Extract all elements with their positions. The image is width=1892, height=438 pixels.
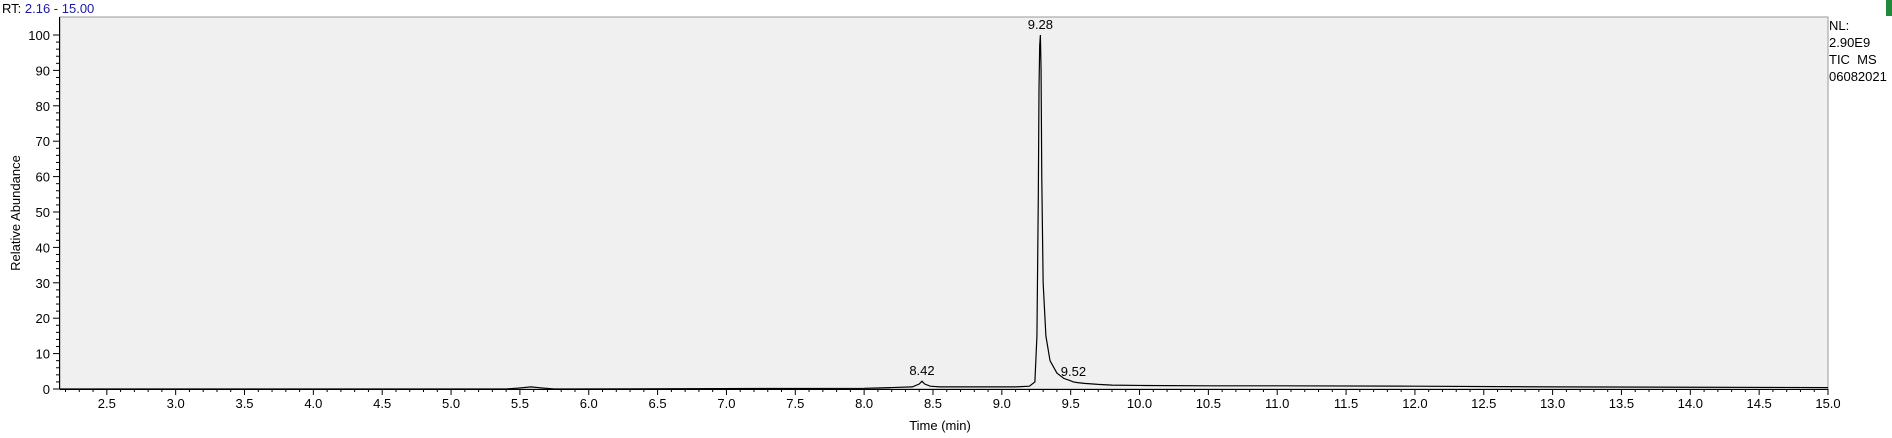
x-tick-label: 5.0: [442, 396, 460, 411]
file-name: 06082021: [1829, 69, 1887, 84]
x-tick-label: 14.0: [1678, 396, 1703, 411]
plot-area: [59, 16, 1829, 390]
y-tick-label: 0: [43, 382, 50, 397]
info-panel: NL: 2.90E9 TIC MS 06082021: [1829, 17, 1887, 85]
scan-filter: TIC MS: [1829, 52, 1877, 67]
x-tick-label: 10.0: [1127, 396, 1152, 411]
x-tick-label: 5.5: [511, 396, 529, 411]
x-tick-label: 8.5: [924, 396, 942, 411]
y-tick-label: 80: [36, 99, 50, 114]
x-tick-label: 14.5: [1746, 396, 1771, 411]
x-axis-ticks: 2.5 3.0 3.5 4.0 4.5 5.0 5.5 6.0 6.5 7.0 7.5 8.0 8.5 9…: [65, 389, 1841, 411]
y-tick-label: 40: [36, 240, 50, 255]
peak-labels: 8.42 9.28 9.52: [909, 17, 1086, 379]
y-tick-label: 10: [36, 347, 50, 362]
y-tick-label: 90: [36, 63, 50, 78]
rt-label: RT:: [2, 1, 22, 16]
x-tick-label: 7.0: [717, 396, 735, 411]
y-axis-label: Relative Abundance: [8, 155, 23, 271]
x-tick-label: 4.0: [304, 396, 322, 411]
y-tick-label: 20: [36, 311, 50, 326]
rt-range-value: 2.16 - 15.00: [24, 1, 95, 16]
peak-label: 9.52: [1061, 364, 1086, 379]
x-tick-label: 2.5: [98, 396, 116, 411]
x-tick-label: 10.5: [1196, 396, 1221, 411]
y-tick-label: 60: [36, 170, 50, 185]
x-tick-label: 6.5: [649, 396, 667, 411]
y-tick-label: 50: [36, 205, 50, 220]
x-tick-label: 11.5: [1334, 396, 1358, 411]
y-tick-label: 100: [28, 28, 50, 43]
x-tick-label: 12.5: [1471, 396, 1496, 411]
x-tick-label: 9.0: [993, 396, 1011, 411]
x-tick-label: 15.0: [1815, 396, 1840, 411]
corner-marker: [1886, 0, 1892, 16]
x-tick-label: 3.5: [235, 396, 253, 411]
x-tick-label: 13.5: [1609, 396, 1634, 411]
x-tick-label: 4.5: [373, 396, 391, 411]
x-tick-label: 7.5: [786, 396, 804, 411]
peak-label: 9.28: [1028, 17, 1053, 32]
x-tick-label: 8.0: [855, 396, 873, 411]
y-tick-label: 30: [36, 276, 50, 291]
nl-label: NL:: [1829, 18, 1850, 33]
y-axis-ticks: 0 10 20 30 40 50 60 70 80 90 100: [28, 28, 60, 397]
x-axis-label: Time (min): [909, 418, 971, 433]
y-tick-label: 70: [36, 134, 50, 149]
peak-label: 8.42: [909, 363, 934, 378]
tic-trace-line: [60, 34, 1829, 390]
x-tick-label: 11.0: [1265, 396, 1289, 411]
nl-value: 2.90E9: [1829, 35, 1871, 50]
rt-range-header: RT: 2.16 - 15.00: [2, 1, 94, 16]
x-tick-label: 13.0: [1540, 396, 1565, 411]
x-tick-label: 3.0: [167, 396, 185, 411]
x-tick-label: 9.5: [1062, 396, 1080, 411]
x-tick-label: 12.0: [1402, 396, 1427, 411]
x-tick-label: 6.0: [580, 396, 598, 411]
